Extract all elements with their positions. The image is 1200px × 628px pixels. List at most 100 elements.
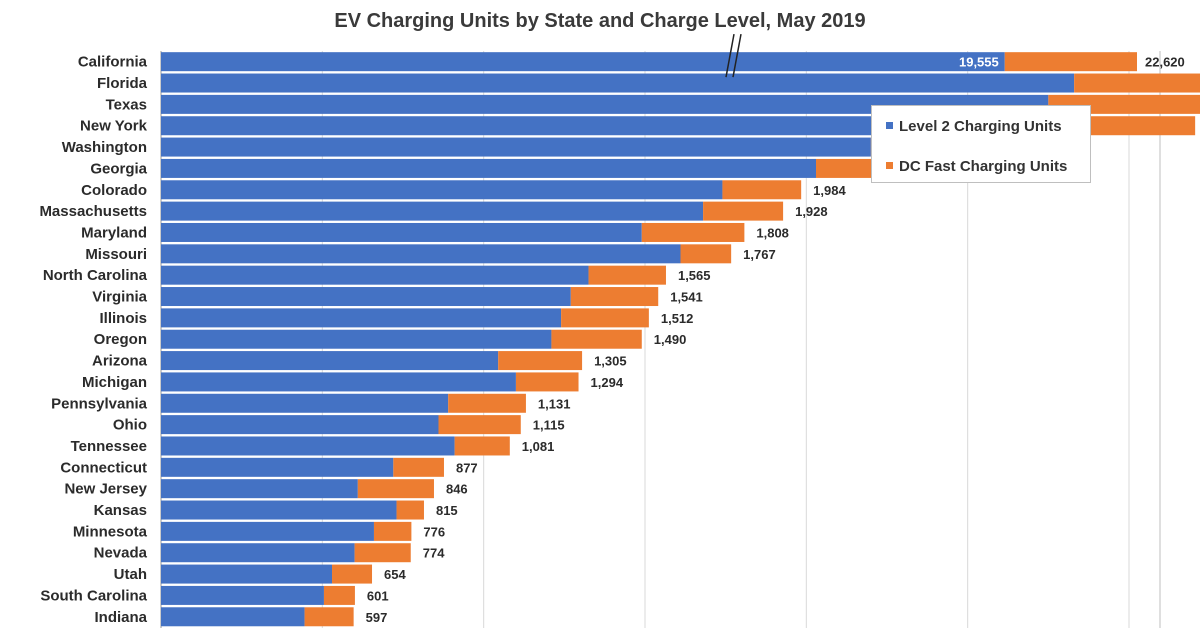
bar-dc-fast-minnesota: [373, 521, 412, 541]
bar-dc-fast-oregon: [551, 329, 642, 349]
category-label-washington: Washington: [62, 139, 147, 156]
category-label-oregon: Oregon: [94, 331, 147, 348]
bar-level2-california: [161, 52, 1005, 72]
inbar-label-california: 19,555: [959, 55, 999, 70]
category-label-illinois: Illinois: [99, 310, 147, 327]
total-label-california: 22,620: [1145, 55, 1185, 70]
legend-swatch-dc-fast: [886, 161, 893, 169]
bar-dc-fast-virginia: [570, 287, 659, 307]
bar-level2-massachusetts: [161, 201, 704, 221]
bar-dc-fast-missouri: [680, 244, 732, 264]
bar-dc-fast-massachusetts: [703, 201, 784, 221]
category-label-minnesota: Minnesota: [73, 523, 148, 540]
total-label-arizona: 1,305: [594, 354, 627, 369]
bar-level2-virginia: [161, 287, 571, 307]
bar-dc-fast-nevada: [354, 543, 411, 563]
bar-dc-fast-michigan: [515, 372, 579, 392]
legend-item-dc-fast: DC Fast Charging Units: [886, 158, 1067, 175]
bar-dc-fast-colorado: [722, 180, 802, 200]
category-label-ohio: Ohio: [113, 417, 147, 434]
total-label-colorado: 1,984: [813, 183, 846, 198]
bar-level2-indiana: [161, 607, 305, 627]
bar-dc-fast-tennessee: [454, 436, 510, 456]
bar-level2-florida: [161, 73, 1075, 93]
total-label-maryland: 1,808: [756, 225, 789, 240]
total-label-new-jersey: 846: [446, 482, 468, 497]
total-label-ohio: 1,115: [533, 418, 565, 433]
bar-level2-georgia: [161, 158, 817, 178]
category-label-pennsylvania: Pennsylvania: [51, 395, 148, 412]
category-label-colorado: Colorado: [81, 182, 147, 199]
total-label-utah: 654: [384, 567, 406, 582]
category-label-california: California: [78, 54, 148, 71]
bar-dc-fast-ohio: [438, 415, 521, 435]
bar-level2-new-jersey: [161, 479, 358, 499]
bar-dc-fast-connecticut: [393, 457, 444, 477]
legend: Level 2 Charging Units DC Fast Charging …: [871, 105, 1091, 183]
chart-title: EV Charging Units by State and Charge Le…: [334, 10, 866, 32]
bar-dc-fast-new-jersey: [357, 479, 434, 499]
total-label-michigan: 1,294: [591, 375, 624, 390]
bar-dc-fast-south-carolina: [323, 585, 355, 605]
legend-label-level2: Level 2 Charging Units: [899, 118, 1062, 135]
total-label-nevada: 774: [423, 546, 445, 561]
bar-dc-fast-utah: [332, 564, 373, 584]
category-label-new-jersey: New Jersey: [64, 481, 147, 498]
category-label-missouri: Missouri: [85, 246, 147, 263]
bar-level2-south-carolina: [161, 585, 324, 605]
bar-level2-kansas: [161, 500, 397, 520]
bar-level2-nevada: [161, 543, 355, 563]
total-label-kansas: 815: [436, 503, 458, 518]
category-label-kansas: Kansas: [94, 502, 147, 519]
bar-level2-oregon: [161, 329, 552, 349]
bar-level2-north-carolina: [161, 265, 589, 285]
category-label-massachusetts: Massachusetts: [39, 203, 147, 220]
bar-dc-fast-pennsylvania: [448, 393, 526, 413]
total-label-south-carolina: 601: [367, 588, 389, 603]
total-label-pennsylvania: 1,131: [538, 396, 571, 411]
category-label-tennessee: Tennessee: [71, 438, 147, 455]
total-label-virginia: 1,541: [670, 290, 703, 305]
category-label-michigan: Michigan: [82, 374, 147, 391]
bar-level2-arizona: [161, 351, 499, 371]
total-label-connecticut: 877: [456, 460, 478, 475]
bars: [161, 52, 1200, 627]
category-label-florida: Florida: [97, 75, 148, 92]
bar-level2-tennessee: [161, 436, 455, 456]
legend-swatch-level2: [886, 121, 893, 129]
category-label-utah: Utah: [114, 566, 147, 583]
category-label-new-york: New York: [80, 118, 148, 135]
total-label-tennessee: 1,081: [522, 439, 555, 454]
bar-level2-connecticut: [161, 457, 394, 477]
category-label-arizona: Arizona: [92, 353, 148, 370]
total-label-oregon: 1,490: [654, 332, 687, 347]
category-label-south-carolina: South Carolina: [40, 587, 147, 604]
bar-level2-ohio: [161, 415, 439, 435]
category-label-georgia: Georgia: [90, 160, 147, 177]
total-label-missouri: 1,767: [743, 247, 776, 262]
bar-level2-colorado: [161, 180, 723, 200]
bar-dc-fast-kansas: [396, 500, 424, 520]
bar-dc-fast-florida: [1074, 73, 1200, 93]
bar-dc-fast-illinois: [561, 308, 649, 328]
category-label-texas: Texas: [106, 96, 147, 113]
bar-level2-maryland: [161, 222, 642, 242]
bar-level2-minnesota: [161, 521, 374, 541]
total-label-minnesota: 776: [423, 524, 445, 539]
bar-level2-missouri: [161, 244, 681, 264]
total-label-massachusetts: 1,928: [795, 204, 828, 219]
bar-level2-texas: [161, 94, 1049, 114]
bar-level2-pennsylvania: [161, 393, 449, 413]
bar-level2-michigan: [161, 372, 516, 392]
bar-dc-fast-arizona: [498, 351, 583, 371]
total-label-illinois: 1,512: [661, 311, 694, 326]
bar-level2-washington: [161, 137, 871, 157]
category-label-nevada: Nevada: [94, 545, 148, 562]
bar-dc-fast-california: [1004, 52, 1137, 72]
total-label-indiana: 597: [366, 610, 388, 625]
labels: California19,55522,620Florida3,384Texas3…: [39, 34, 1185, 626]
axis-break-mark-1: [725, 34, 735, 78]
bar-dc-fast-maryland: [641, 222, 745, 242]
legend-label-dc-fast: DC Fast Charging Units: [899, 158, 1068, 175]
